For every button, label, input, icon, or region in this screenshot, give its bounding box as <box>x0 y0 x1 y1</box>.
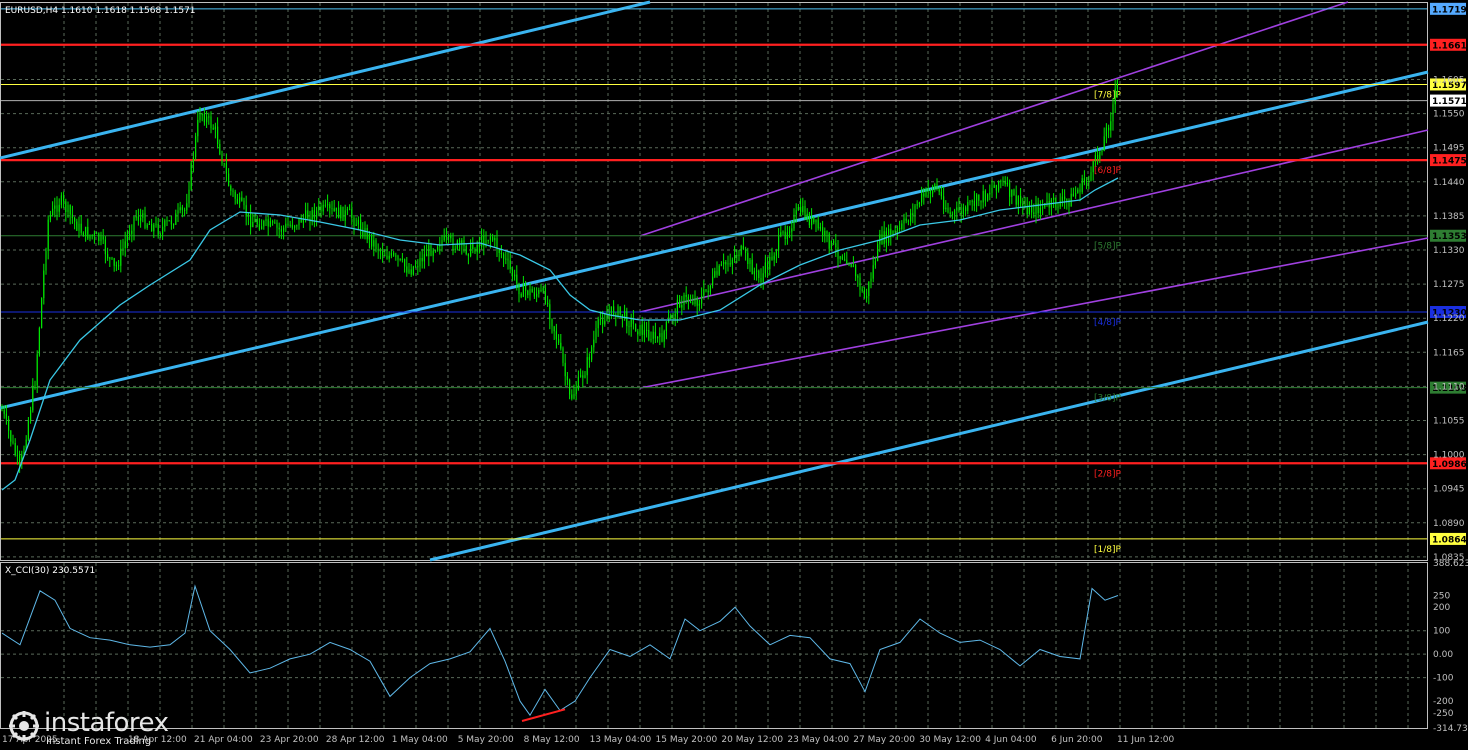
cci-tick-label: -250 <box>1433 709 1454 719</box>
murrey-level-tag <box>1430 457 1466 470</box>
murrey-level-label: [1/8]P <box>1094 545 1122 555</box>
price-tick-label: 1.1605 <box>1433 76 1465 86</box>
murrey-level-value: 1.1108 <box>1432 384 1467 394</box>
price-tick-label: 1.0890 <box>1433 519 1465 529</box>
price-tick-label: 1.1220 <box>1433 314 1465 324</box>
murrey-level-tag <box>1430 154 1466 167</box>
time-tick-label: 1 May 04:00 <box>392 735 448 745</box>
murrey-level-tag <box>1430 532 1466 545</box>
murrey-level-label: [4/8]P <box>1094 318 1122 328</box>
murrey-level-label: [5/8]P <box>1094 242 1122 252</box>
murrey-level-tag <box>1430 38 1466 51</box>
price-tick-label: 1.1440 <box>1433 178 1465 188</box>
cci-divergence-line <box>521 708 566 722</box>
price-tick-label: 1.1550 <box>1433 110 1465 120</box>
trend-channel-line <box>429 320 1429 562</box>
time-tick-label: 23 Apr 20:00 <box>260 735 319 745</box>
murrey-level-label: [3/8]P <box>1094 394 1122 404</box>
chart-title: EURUSD,H4 1.1610 1.1618 1.1568 1.1571 <box>5 6 196 16</box>
murrey-level-label: [7/8]P <box>1094 90 1122 100</box>
last-price-tag <box>1430 94 1466 107</box>
murrey-level-tag <box>1430 229 1466 242</box>
murrey-level-tag <box>1430 306 1466 318</box>
instaforex-watermark: instaforex Instant Forex Trading <box>4 706 180 748</box>
cci-title: X_CCI(30) 230.5571 <box>5 566 95 576</box>
time-tick-label: 21 Apr 04:00 <box>194 735 253 745</box>
price-tick-label: 1.1055 <box>1433 417 1465 427</box>
murrey-level-label: [6/8]P <box>1094 166 1122 176</box>
time-tick-label: 20 May 12:00 <box>721 735 783 745</box>
price-tick-label: 1.1110 <box>1433 382 1465 392</box>
trend-channels <box>0 0 1429 562</box>
murrey-level-value: 1.1719 <box>1432 5 1467 15</box>
time-tick-label: 27 May 20:00 <box>853 735 915 745</box>
price-tick-label: 1.1495 <box>1433 144 1465 154</box>
price-tick-label: 1.1165 <box>1433 348 1465 358</box>
price-tick-label: 1.1385 <box>1433 212 1465 222</box>
murrey-level-tag <box>1430 381 1466 394</box>
cci-tick-label: 0.00 <box>1433 650 1453 660</box>
price-tick-label: 1.0835 <box>1433 553 1465 563</box>
time-tick-label: 5 May 20:00 <box>458 735 514 745</box>
time-tick-label: 4 Jun 04:00 <box>985 735 1037 745</box>
price-tick-label: 1.0945 <box>1433 485 1465 495</box>
cci-tick-label: -314.734 <box>1433 724 1468 734</box>
murrey-level-value: 1.1597 <box>1432 81 1467 91</box>
time-axis: 21 Apr 04:00 23 Apr 20:00 28 Apr 12:00 1 Ma… <box>2 735 1174 745</box>
main-panel-frame <box>0 2 1428 561</box>
candle-bodies <box>1 80 1118 464</box>
cci-line <box>1 584 1119 717</box>
time-tick-label-left: 17 Apr 2025 <box>2 735 58 745</box>
cci-tick-label: -100 <box>1433 674 1454 684</box>
murrey-level-tag <box>1430 2 1466 15</box>
grid <box>0 2 1428 729</box>
time-tick-label: 11 Jun 12:00 <box>1117 735 1174 745</box>
time-tick-label-left2: 18 Apr 12:00 <box>128 735 187 745</box>
murrey-level-tag <box>1430 78 1466 91</box>
price-tick-label: 1.1000 <box>1433 451 1465 461</box>
brand-tagline: Instant Forex Trading <box>46 736 152 747</box>
cci-tick-label: -200 <box>1433 697 1454 707</box>
time-tick-label: 13 May 04:00 <box>590 735 652 745</box>
murrey-level-value: 1.1230 <box>1432 309 1467 319</box>
murrey-level-value: 1.0864 <box>1432 535 1467 545</box>
candlesticks <box>1 79 1118 473</box>
time-tick-label: 8 May 12:00 <box>524 735 580 745</box>
regression-channel-line <box>639 1 1349 237</box>
cci-tick-label: 388.6237 <box>1433 559 1468 569</box>
cci-tick-label: 250 <box>1433 592 1450 602</box>
murrey-levels: 1.1719[8/8]P1.16611.1597[7/8]P1.1475[6/8… <box>1 2 1467 555</box>
murrey-level-value: 1.0986 <box>1432 460 1467 470</box>
time-tick-label: 15 May 20:00 <box>656 735 718 745</box>
brand-name: instaforex <box>44 708 169 738</box>
cci-panel-frame <box>0 562 1428 729</box>
last-price-value: 1.1571 <box>1432 97 1467 107</box>
murrey-level-label: [2/8]P <box>1094 469 1122 479</box>
time-tick-label: 6 Jun 20:00 <box>1051 735 1103 745</box>
trend-channel-line <box>0 0 651 160</box>
price-axis: 1.1605 1.1550 1.1495 1.1440 1.1385 1.1330 1.12… <box>1433 76 1465 563</box>
trend-channel-line <box>0 70 1429 410</box>
cci-tick-label: 200 <box>1433 603 1450 613</box>
regression-channel-line <box>639 237 1429 389</box>
time-tick-label: 23 May 04:00 <box>787 735 849 745</box>
price-tick-label: 1.1275 <box>1433 280 1465 290</box>
cci-tick-label: 100 <box>1433 627 1450 637</box>
murrey-level-value: 1.1475 <box>1432 157 1467 167</box>
time-tick-label: 30 May 12:00 <box>919 735 981 745</box>
murrey-level-value: 1.1661 <box>1432 41 1467 51</box>
instaforex-logo-icon <box>9 711 39 741</box>
price-tick-label: 1.1330 <box>1433 246 1465 256</box>
murrey-level-value: 1.1353 <box>1432 232 1467 242</box>
time-tick-label: 28 Apr 12:00 <box>326 735 385 745</box>
moving-average-line <box>1 177 1119 491</box>
regression-channel-line <box>639 129 1429 313</box>
